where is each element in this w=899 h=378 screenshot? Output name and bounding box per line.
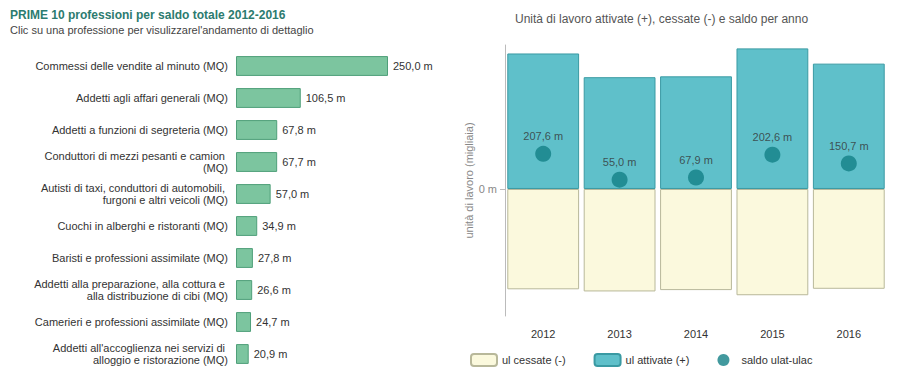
svg-text:2015: 2015 [760,328,784,340]
svg-text:unità di lavoro (migliaia): unità di lavoro (migliaia) [463,122,475,238]
svg-text:0 m: 0 m [479,183,497,195]
svg-text:PRIME 10 professioni per saldo: PRIME 10 professioni per saldo totale 20… [10,8,286,22]
svg-text:alloggio e ristorazione (MQ): alloggio e ristorazione (MQ) [93,354,228,366]
svg-text:67,8 m: 67,8 m [282,124,316,136]
svg-text:34,9 m: 34,9 m [262,220,296,232]
svg-text:ul cessate (-): ul cessate (-) [502,354,566,366]
svg-text:Autisti di taxi, conduttori di: Autisti di taxi, conduttori di automobil… [41,182,228,194]
svg-text:saldo ulat-ulac: saldo ulat-ulac [741,354,812,366]
svg-text:ul attivate (+): ul attivate (+) [626,354,690,366]
svg-text:55,0 m: 55,0 m [603,156,637,168]
svg-text:Camerieri e professioni assimi: Camerieri e professioni assimilate (MQ) [35,316,228,328]
svg-text:Cuochi in alberghi e ristorant: Cuochi in alberghi e ristoranti (MQ) [57,220,228,232]
svg-text:106,5 m: 106,5 m [306,92,346,104]
svg-text:Addetti agli affari generali (: Addetti agli affari generali (MQ) [76,92,228,104]
svg-text:(MQ): (MQ) [203,162,228,174]
svg-text:20,9 m: 20,9 m [254,348,288,360]
svg-text:2014: 2014 [684,328,708,340]
svg-text:Clic su una professione per vi: Clic su una professione per visulizzarel… [10,24,314,36]
svg-text:24,7 m: 24,7 m [256,316,290,328]
svg-text:67,7 m: 67,7 m [282,156,316,168]
svg-text:27,8 m: 27,8 m [258,252,292,264]
svg-text:202,6 m: 202,6 m [753,131,793,143]
svg-text:2016: 2016 [837,328,861,340]
svg-text:250,0 m: 250,0 m [393,60,433,72]
svg-text:Commessi delle vendite al minu: Commessi delle vendite al minuto (MQ) [35,60,228,72]
svg-text:Addetti alla preparazione, all: Addetti alla preparazione, alla cottura … [34,278,228,290]
svg-text:Addetti a funzioni di segreter: Addetti a funzioni di segreteria (MQ) [52,124,228,136]
svg-text:57,0 m: 57,0 m [276,188,310,200]
svg-text:67,9 m: 67,9 m [679,154,713,166]
svg-text:26,6 m: 26,6 m [257,284,291,296]
svg-text:2012: 2012 [531,328,555,340]
svg-text:Conduttori di mezzi pesanti e: Conduttori di mezzi pesanti e camion [45,150,228,162]
svg-text:alla distribuzione di cibi (MQ: alla distribuzione di cibi (MQ) [87,290,228,302]
svg-text:207,6 m: 207,6 m [523,130,563,142]
svg-text:furgoni e altri veicoli (MQ): furgoni e altri veicoli (MQ) [103,194,228,206]
svg-text:2013: 2013 [607,328,631,340]
svg-text:150,7 m: 150,7 m [829,140,869,152]
svg-text:Addetti all'accoglienza nei se: Addetti all'accoglienza nei servizi di [53,342,228,354]
svg-text:Baristi e professioni assimila: Baristi e professioni assimilate (MQ) [52,252,228,264]
svg-text:Unità di lavoro attivate (+),: Unità di lavoro attivate (+), cessate (-… [515,12,808,26]
